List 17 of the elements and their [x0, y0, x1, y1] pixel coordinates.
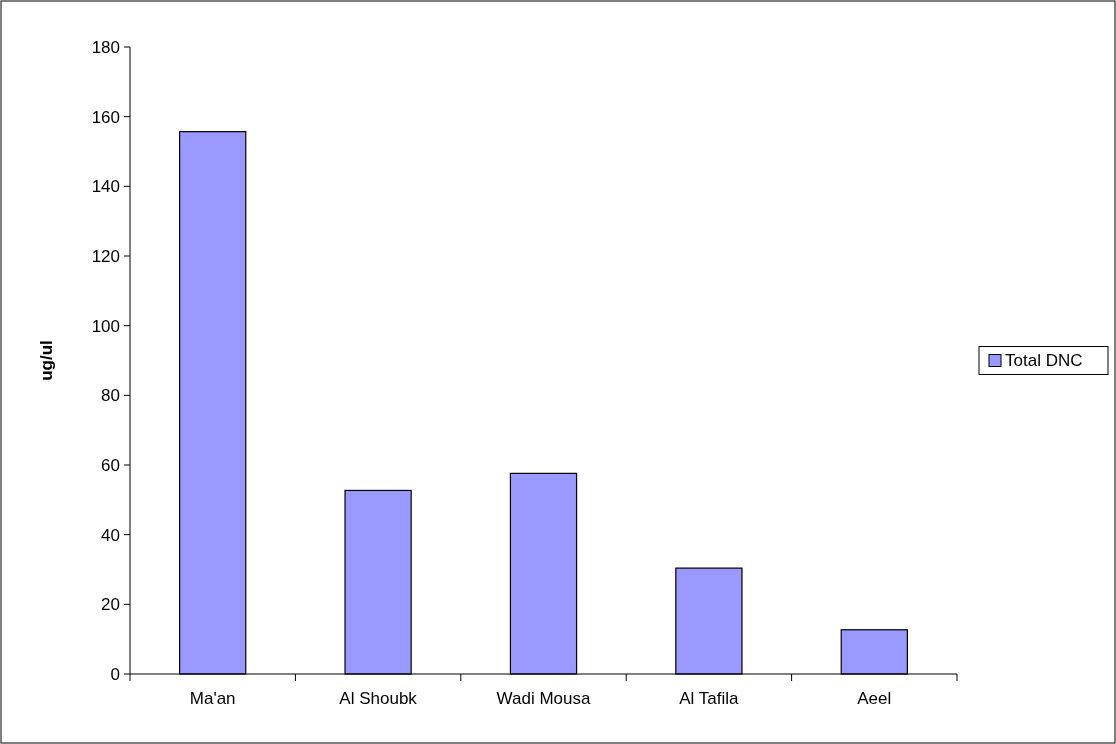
x-tick-label: Ma'an: [189, 689, 236, 708]
y-tick-label: 20: [101, 595, 120, 615]
x-tick-label: Al Tafila: [679, 689, 740, 708]
y-tick-label: 60: [101, 455, 120, 475]
y-axis-title: ug/ul: [37, 340, 56, 381]
y-tick-label: 0: [110, 664, 120, 684]
y-tick-label: 80: [101, 386, 120, 406]
x-tick-label: Aeel: [857, 689, 892, 708]
y-tick-label: 40: [101, 525, 120, 545]
legend-label: Total DNC: [1005, 351, 1083, 371]
y-tick-label: 180: [91, 37, 120, 57]
y-tick-label: 160: [91, 107, 120, 127]
x-tick-label: Wadi Mousa: [496, 689, 591, 708]
x-tick-label: Al Shoubk: [339, 689, 418, 708]
y-tick-label: 140: [91, 177, 120, 197]
y-tick-label: 100: [91, 316, 120, 336]
y-tick-label: 120: [91, 246, 120, 266]
